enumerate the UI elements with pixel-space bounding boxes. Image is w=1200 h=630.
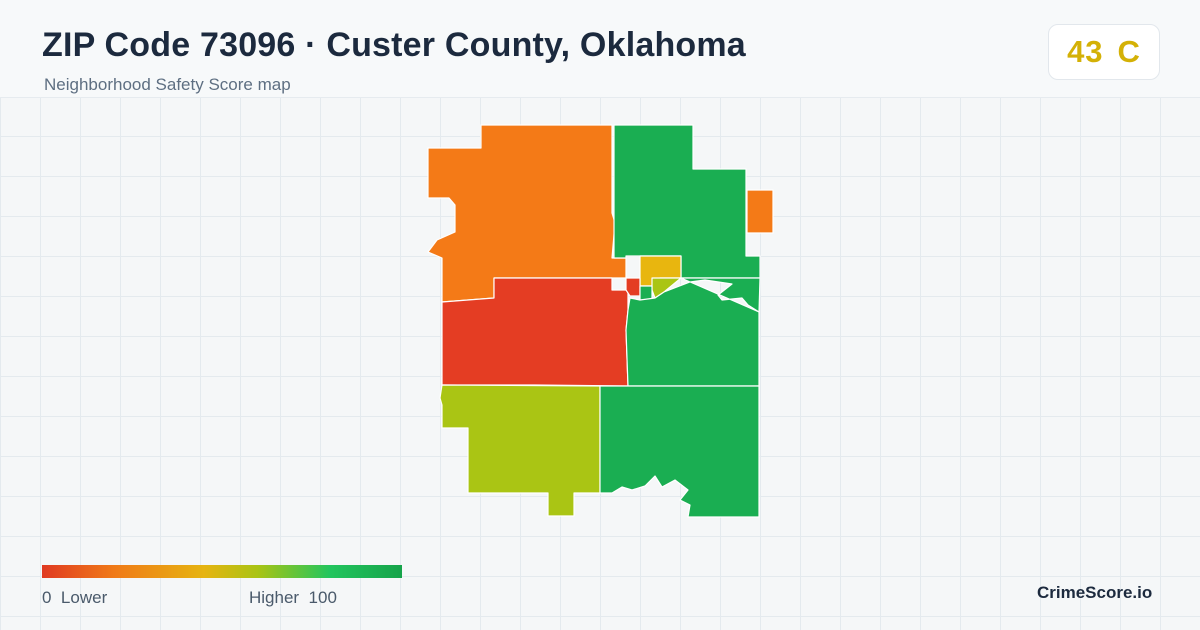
map-tract-town-d[interactable] xyxy=(639,285,653,301)
safety-score-grade: C xyxy=(1117,34,1141,69)
legend-max-label: Higher xyxy=(249,588,300,607)
legend-max: Higher 100 xyxy=(249,588,337,608)
map-tract-northwest[interactable] xyxy=(427,124,627,303)
map-tract-east-central[interactable] xyxy=(625,277,761,387)
page-subtitle: Neighborhood Safety Score map xyxy=(44,75,291,94)
map-tract-southwest[interactable] xyxy=(439,384,601,517)
legend-min-label: Lower xyxy=(60,588,108,607)
map-tract-southeast[interactable] xyxy=(599,385,760,518)
legend-gradient-bar xyxy=(42,565,402,578)
brand-logo-text[interactable]: CrimeScore.io xyxy=(1037,583,1153,602)
legend-min-value: 0 xyxy=(42,588,52,607)
map-tract-town-b[interactable] xyxy=(625,277,641,297)
map-tract-east-small[interactable] xyxy=(746,189,774,234)
safety-score-badge: 43 C xyxy=(1048,24,1160,80)
map-tract-northeast[interactable] xyxy=(613,124,761,279)
page-title: ZIP Code 73096 · Custer County, Oklahoma xyxy=(42,26,746,64)
legend-max-value: 100 xyxy=(308,588,337,607)
safety-score-value: 43 xyxy=(1067,34,1104,69)
header: ZIP Code 73096 · Custer County, Oklahoma… xyxy=(0,0,1200,98)
legend-min: 0 Lower xyxy=(42,588,107,608)
